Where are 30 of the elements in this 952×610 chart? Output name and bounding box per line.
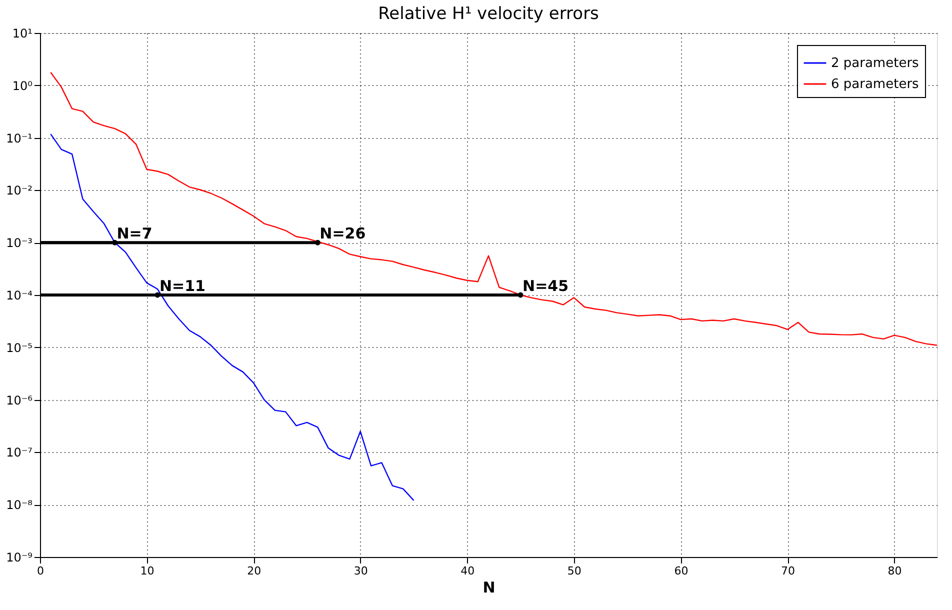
y-tick-label: 10⁻⁸ <box>6 498 33 512</box>
y-tick-label: 10⁻⁹ <box>6 550 33 564</box>
chart-title: Relative H¹ velocity errors <box>378 4 600 24</box>
annotation: N=26 <box>320 224 366 243</box>
line-series <box>50 72 937 346</box>
y-tick-label: 10⁻² <box>6 184 33 198</box>
annotation: N=7 <box>116 224 152 243</box>
x-tick-label: 60 <box>674 564 688 578</box>
line-series <box>50 133 414 502</box>
y-tick-label: 10⁻⁶ <box>6 393 33 408</box>
x-tick-label: 50 <box>567 564 582 578</box>
y-tick-label: 10⁻⁷ <box>6 446 33 460</box>
y-tick-label: 10¹ <box>12 26 33 40</box>
x-tick-label: 40 <box>460 564 475 578</box>
x-tick-label: 70 <box>781 564 795 578</box>
x-tick-label: 30 <box>354 564 368 578</box>
legend-label: 2 parameters <box>831 56 920 71</box>
legend-label: 6 parameters <box>831 77 920 92</box>
x-tick-label: 10 <box>140 564 154 578</box>
annotation: N=11 <box>159 277 206 295</box>
annotation: N=45 <box>522 277 569 295</box>
x-tick-label: 0 <box>37 564 44 578</box>
y-tick-label: 10⁰ <box>12 78 33 93</box>
x-tick-label: 80 <box>888 564 902 578</box>
y-tick-label: 10⁻¹ <box>6 131 33 146</box>
x-tick-label: 20 <box>247 564 262 578</box>
y-tick-label: 10⁻⁴ <box>6 288 33 302</box>
x-axis-title: N <box>482 578 496 596</box>
y-tick-label: 10⁻³ <box>6 236 33 250</box>
y-tick-label: 10⁻⁵ <box>6 340 33 355</box>
